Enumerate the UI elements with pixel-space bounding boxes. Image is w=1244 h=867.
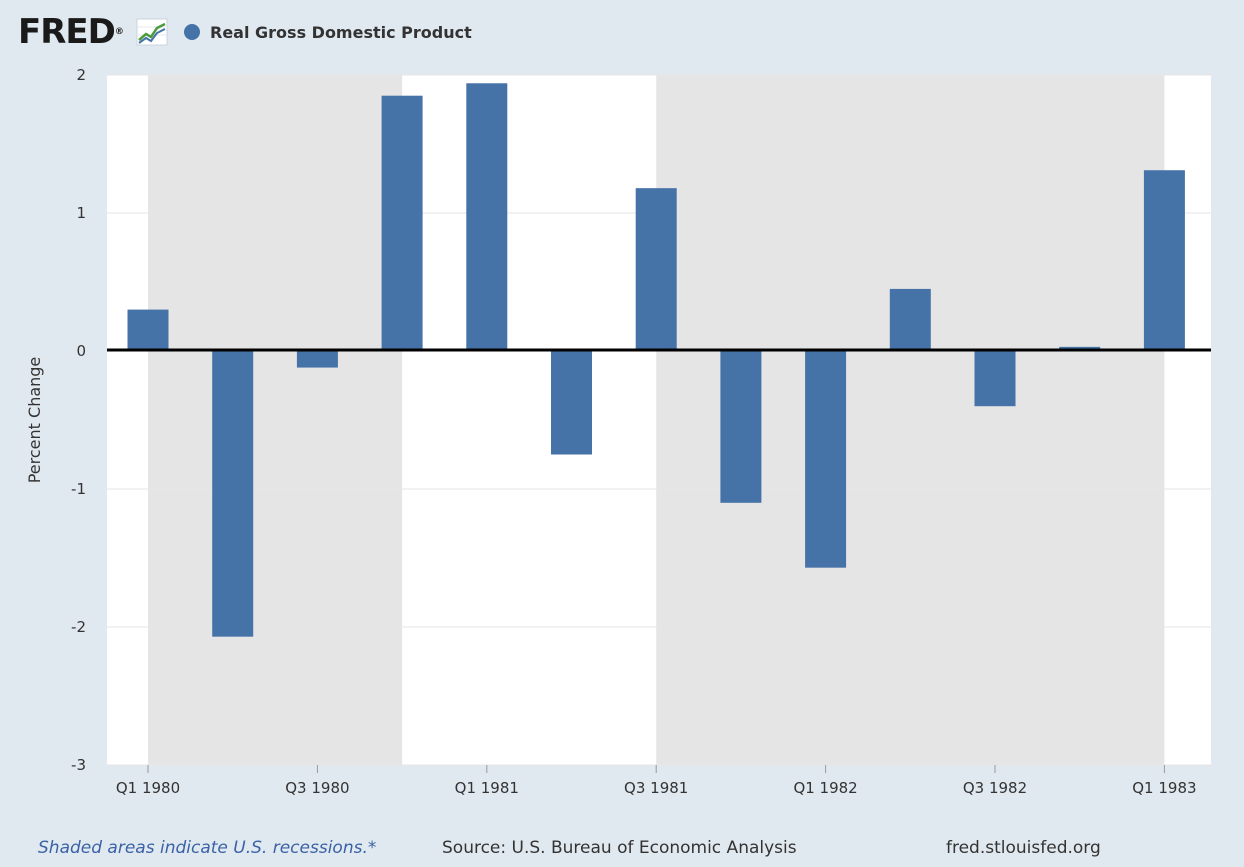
y-axis-label: Percent Change [25,357,44,484]
bar[interactable] [551,351,592,455]
bar[interactable] [127,309,169,351]
bar[interactable] [720,351,762,503]
y-tick-label: -2 [71,618,86,636]
recession-shading [148,75,1165,765]
recession-note-link[interactable]: Shaded areas indicate U.S. recessions.* [38,838,377,858]
x-tick-label: Q3 1982 [963,779,1027,797]
legend-series-label: Real Gross Domestic Product [210,22,472,42]
source-text: Source: U.S. Bureau of Economic Analysis [442,838,797,858]
x-axis-ticks: Q1 1980 Q3 1980 Q1 1981 Q3 1981 Q1 1982 Q3 19… [116,765,1197,797]
registered-mark: ® [114,27,124,37]
y-tick-label: 2 [76,66,86,84]
fred-url[interactable]: fred.stlouisfed.org [946,838,1101,858]
legend[interactable]: Real Gross Domestic Product [184,20,472,44]
bar-chart: 210-1-2-3 Q1 1980 Q3 1980 Q1 1981 Q3 1981 Q1… [25,66,1211,797]
bar[interactable] [805,351,847,568]
bar[interactable] [381,95,423,351]
bar[interactable] [889,288,931,351]
fred-logo-text: FRED [18,12,116,52]
x-tick-label: Q1 1983 [1132,779,1196,797]
bar[interactable] [1143,170,1185,351]
fred-chart-icon [136,18,168,46]
x-tick-label: Q1 1980 [116,779,180,797]
bar[interactable] [974,351,1016,407]
y-axis-ticks: 2 1 0 -1 -2 -3 [71,66,86,774]
bar[interactable] [296,351,338,368]
x-tick-label: Q3 1981 [624,779,688,797]
y-tick-label: -1 [71,480,86,498]
legend-series-marker [184,24,200,40]
y-tick-label: 0 [76,342,86,360]
bar-series [127,83,1185,637]
fred-logo[interactable]: FRED® [18,10,124,54]
x-tick-label: Q3 1980 [285,779,349,797]
bar[interactable] [466,83,508,351]
y-tick-label: 1 [76,204,86,222]
chart-header: FRED® Real Gross Domestic Product [0,0,1244,64]
bar[interactable] [635,188,677,351]
x-tick-label: Q1 1982 [793,779,857,797]
recession-band [148,75,403,765]
bar[interactable] [212,351,254,637]
y-tick-label: -3 [71,756,86,774]
x-tick-label: Q1 1981 [455,779,519,797]
